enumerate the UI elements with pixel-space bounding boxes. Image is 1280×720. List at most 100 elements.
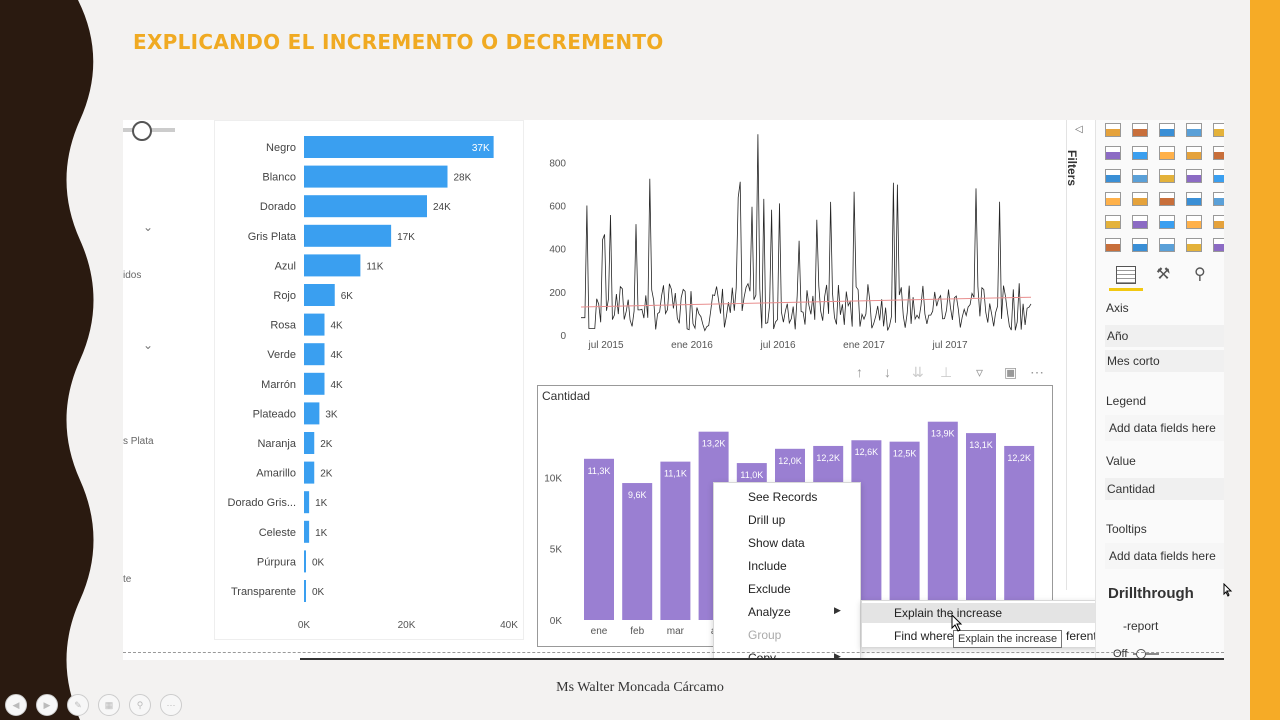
- visualization-type-icon[interactable]: [1159, 123, 1175, 137]
- collapse-icon[interactable]: ◁: [1075, 124, 1083, 135]
- more-options-icon[interactable]: ⋯: [160, 694, 182, 716]
- visualization-type-icon[interactable]: [1132, 215, 1148, 229]
- slicer-handle[interactable]: [132, 121, 152, 141]
- tooltips-drop-zone[interactable]: Add data fields here: [1105, 543, 1224, 569]
- visualization-type-icon[interactable]: [1132, 169, 1148, 183]
- line-chart-visual[interactable]: 0 200 400 600 800 jul 2015 ene 2016 jul 2016 ene…: [536, 120, 1061, 360]
- zoom-icon[interactable]: ⚲: [129, 694, 151, 716]
- cross-report-label: -report: [1123, 619, 1159, 633]
- menu-item-drill-up[interactable]: Drill up: [748, 513, 786, 527]
- chevron-right-icon: ▶: [834, 605, 841, 615]
- submenu-explain-increase[interactable]: Explain the increase: [894, 606, 1003, 620]
- menu-item-copy[interactable]: Copy: [748, 651, 777, 660]
- visualization-type-icon[interactable]: [1132, 192, 1148, 206]
- bar-category-label: Negro: [266, 142, 296, 154]
- previous-slide-icon[interactable]: ◀: [5, 694, 27, 716]
- bar: [304, 165, 448, 188]
- menu-item-see-records[interactable]: See Records: [748, 490, 818, 504]
- menu-item-show-data[interactable]: Show data: [748, 536, 805, 550]
- visualization-type-icon[interactable]: [1105, 169, 1121, 183]
- visualization-type-icon[interactable]: [1105, 215, 1121, 229]
- visualization-type-icon[interactable]: [1213, 146, 1224, 160]
- slides-grid-icon[interactable]: ▦: [98, 694, 120, 716]
- x-tick-label: ene: [591, 626, 608, 637]
- bar-category-label: Marrón: [261, 379, 296, 391]
- visualization-type-icon[interactable]: [1186, 238, 1202, 252]
- visualization-type-icon[interactable]: [1213, 215, 1224, 229]
- bar-data-label: 1K: [315, 498, 328, 509]
- visualization-type-icon[interactable]: [1105, 238, 1121, 252]
- column-data-label: 11,1K: [664, 469, 687, 479]
- visualization-type-icon[interactable]: [1213, 192, 1224, 206]
- visualization-type-icon[interactable]: [1132, 238, 1148, 252]
- column-data-label: 12,5K: [893, 449, 917, 459]
- x-tick-label: 0K: [298, 620, 311, 631]
- bar-chart-svg: Negro 37K Blanco 28K Dorado 24K Gris Plata 17K A…: [228, 136, 518, 631]
- visualization-type-icon[interactable]: [1186, 215, 1202, 229]
- bar-data-label: 1K: [315, 528, 328, 539]
- visualization-type-icon[interactable]: [1186, 169, 1202, 183]
- menu-item-exclude[interactable]: Exclude: [748, 582, 791, 596]
- analytics-magnifier-icon[interactable]: ⚲: [1194, 266, 1206, 283]
- more-options-icon[interactable]: ⋯: [1030, 364, 1044, 380]
- visualization-type-icon[interactable]: [1105, 192, 1121, 206]
- visualization-type-icon[interactable]: [1213, 123, 1224, 137]
- visualization-type-icon[interactable]: [1213, 238, 1224, 252]
- visualization-type-icon[interactable]: [1132, 123, 1148, 137]
- visualization-type-icon[interactable]: [1159, 146, 1175, 160]
- drill-down-icon[interactable]: ↓: [884, 364, 891, 380]
- chevron-down-icon[interactable]: ⌄: [143, 220, 154, 234]
- legend-drop-zone[interactable]: Add data fields here: [1105, 415, 1224, 441]
- visualization-type-icon[interactable]: [1186, 192, 1202, 206]
- axis-field-mes-corto[interactable]: Mes corto: [1105, 350, 1224, 372]
- bar-chart-visual[interactable]: Negro 37K Blanco 28K Dorado 24K Gris Plata 17K A…: [214, 120, 524, 640]
- visualization-type-icon[interactable]: [1213, 169, 1224, 183]
- visualization-type-icon[interactable]: [1186, 146, 1202, 160]
- visualization-type-icon[interactable]: [1159, 169, 1175, 183]
- cross-report-toggle[interactable]: [1133, 653, 1159, 655]
- column-data-label: 12,2K: [816, 453, 840, 463]
- tooltips-well-label: Tooltips: [1106, 522, 1147, 536]
- drill-up-icon[interactable]: ↑: [856, 364, 863, 380]
- hierarchy-icon[interactable]: ⊥: [940, 364, 953, 380]
- visualization-type-icon[interactable]: [1132, 146, 1148, 160]
- filter-icon[interactable]: ▿: [976, 364, 984, 380]
- visualization-type-icon[interactable]: [1105, 123, 1121, 137]
- bar-data-label: 4K: [331, 350, 344, 361]
- visualization-type-icon[interactable]: [1159, 238, 1175, 252]
- visualization-type-icon[interactable]: [1105, 146, 1121, 160]
- column-data-label: 13,9K: [931, 429, 955, 439]
- next-slide-icon[interactable]: ▶: [36, 694, 58, 716]
- visualization-type-icon[interactable]: [1186, 123, 1202, 137]
- column: [622, 483, 653, 620]
- visual-header-icons: ↑ ↓ ⇊ ⊥ ▿ ▣ ⋯: [856, 364, 1056, 382]
- bar: [304, 491, 310, 514]
- bar-category-label: Transparente: [231, 586, 296, 598]
- submenu-find-where[interactable]: Find where: [894, 629, 954, 643]
- bar: [304, 372, 325, 395]
- expand-next-level-icon[interactable]: ⇊: [912, 364, 924, 380]
- filters-pane-collapsed[interactable]: ◁ Filters: [1065, 120, 1093, 590]
- bar-category-label: Gris Plata: [248, 231, 297, 243]
- y-tick-label: 600: [549, 202, 566, 213]
- x-tick-label: feb: [630, 626, 644, 637]
- bar: [304, 224, 392, 247]
- y-tick-label: 400: [549, 245, 566, 256]
- slicer-fragment-text: s Plata: [123, 436, 154, 447]
- bar-category-label: Dorado Gris...: [228, 497, 296, 509]
- visualization-type-icon[interactable]: [1159, 192, 1175, 206]
- x-tick-label: jul 2015: [587, 340, 623, 351]
- value-field-cantidad[interactable]: Cantidad: [1105, 478, 1224, 500]
- chevron-down-icon[interactable]: ⌄: [143, 338, 154, 352]
- focus-mode-icon[interactable]: ▣: [1004, 364, 1018, 380]
- axis-field-ano[interactable]: Año: [1105, 325, 1224, 347]
- bar-data-label: 0K: [312, 557, 325, 568]
- fields-tab-icon[interactable]: [1116, 266, 1136, 284]
- menu-item-include[interactable]: Include: [748, 559, 787, 573]
- y-tick-label: 800: [549, 158, 566, 169]
- menu-item-analyze[interactable]: Analyze: [748, 605, 791, 619]
- visualization-type-icon[interactable]: [1159, 215, 1175, 229]
- bar-data-label: 37K: [472, 143, 490, 154]
- pen-icon[interactable]: ✎: [67, 694, 89, 716]
- format-paint-roller-icon[interactable]: ⚒: [1156, 266, 1171, 283]
